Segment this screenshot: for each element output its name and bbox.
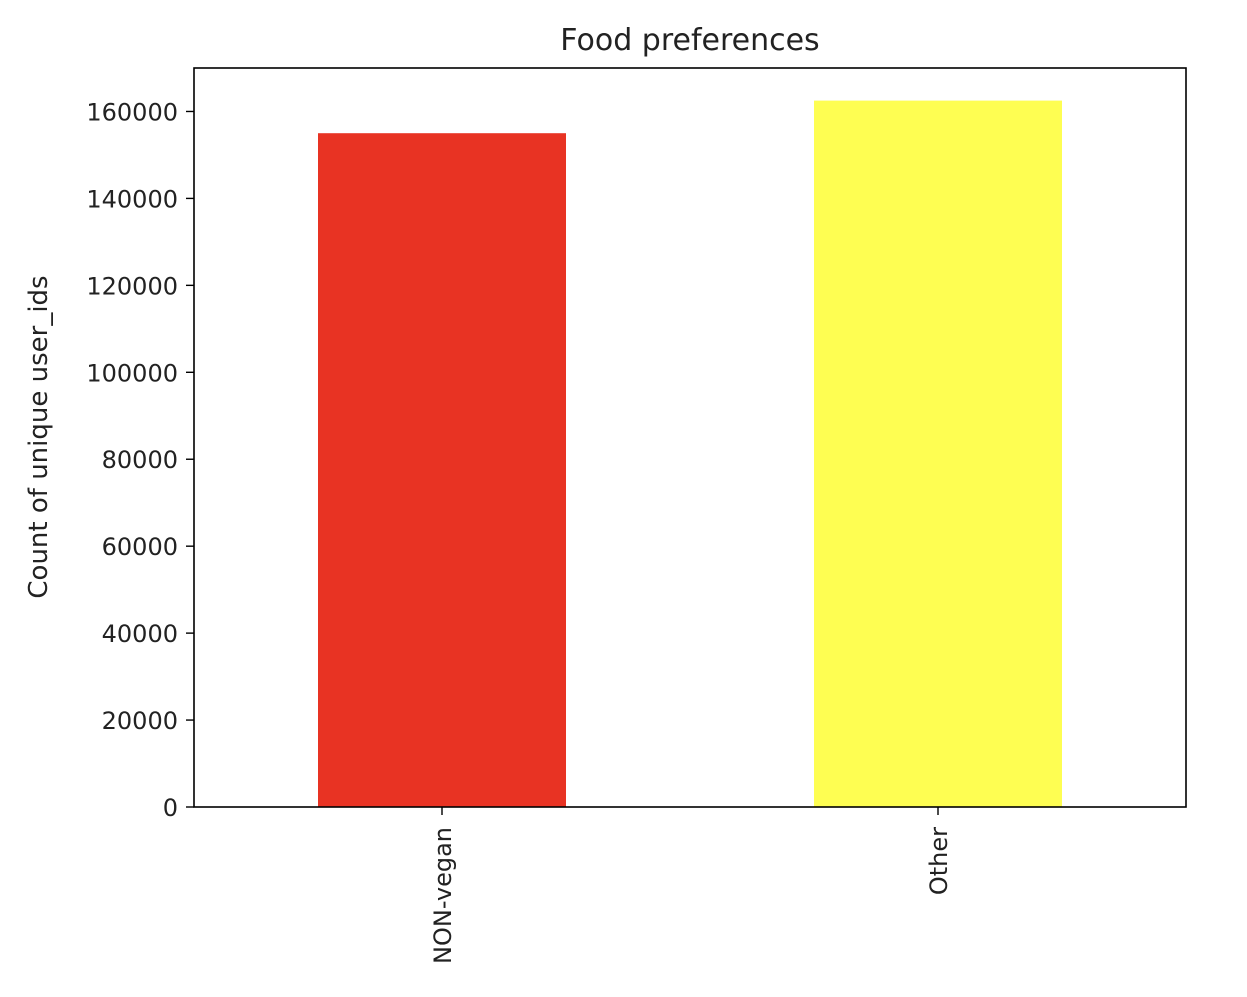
y-tick-label: 40000	[102, 620, 178, 648]
y-axis-label: Count of unique user_ids	[24, 275, 54, 598]
x-tick-label: Other	[925, 827, 953, 895]
y-tick-label: 120000	[86, 272, 178, 300]
y-tick-label: 20000	[102, 707, 178, 735]
y-tick-label: 140000	[86, 185, 178, 213]
bar-other	[814, 100, 1062, 807]
x-axis-ticks: NON-vegan Other	[429, 807, 953, 964]
y-tick-label: 80000	[102, 446, 178, 474]
x-tick-label: NON-vegan	[429, 827, 457, 964]
bar-non-vegan	[318, 133, 566, 808]
plot-area-frame	[193, 67, 1187, 808]
y-tick-label: 160000	[86, 98, 178, 126]
y-tick-label: 100000	[86, 359, 178, 387]
y-tick-label: 0	[163, 794, 178, 822]
bars-layer	[318, 100, 1062, 808]
y-axis-ticks: 0 20000 40000 60000 80000 100000 120000 140000 1…	[86, 98, 194, 822]
chart-title: Food preferences	[560, 23, 819, 58]
y-tick-label: 60000	[102, 533, 178, 561]
